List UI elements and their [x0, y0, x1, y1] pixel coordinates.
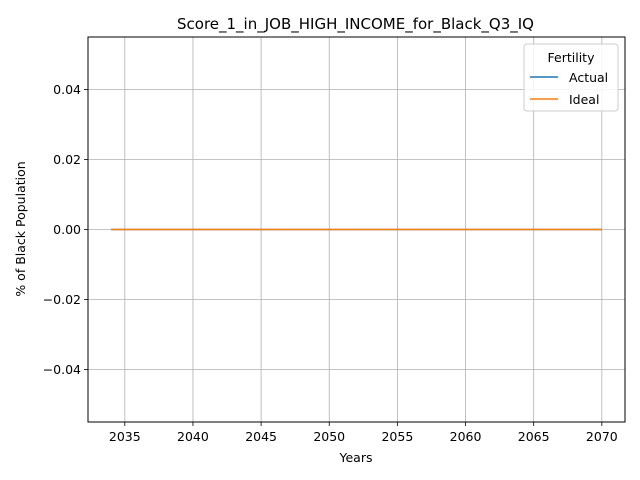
legend-entry-actual: Actual	[569, 70, 608, 85]
x-tick-label: 2070	[586, 429, 618, 444]
y-tick-label: 0.04	[53, 82, 81, 97]
legend: Fertility Actual Ideal	[523, 43, 619, 112]
y-axis-ticks: −0.04 −0.02 0.00 0.02 0.04	[43, 82, 88, 377]
x-tick-label: 2035	[109, 429, 141, 444]
y-tick-label: 0.00	[53, 222, 81, 237]
y-tick-label: −0.02	[43, 292, 81, 307]
x-tick-label: 2060	[450, 429, 482, 444]
chart-title: Score_1_in_JOB_HIGH_INCOME_for_Black_Q3_…	[177, 15, 534, 34]
x-tick-label: 2065	[518, 429, 550, 444]
legend-title: Fertility	[548, 50, 596, 65]
x-tick-label: 2045	[245, 429, 277, 444]
legend-box	[523, 43, 619, 112]
x-tick-label: 2050	[313, 429, 345, 444]
x-axis-label: Years	[339, 450, 373, 465]
y-tick-label: 0.02	[53, 152, 81, 167]
x-axis-ticks: 2035 2040 2045 2050 2055 2060 2065 2070	[109, 422, 618, 444]
x-tick-label: 2055	[381, 429, 413, 444]
y-axis-label: % of Black Population	[13, 161, 28, 296]
x-tick-label: 2040	[177, 429, 209, 444]
y-tick-label: −0.04	[43, 362, 81, 377]
legend-entry-ideal: Ideal	[569, 92, 599, 107]
